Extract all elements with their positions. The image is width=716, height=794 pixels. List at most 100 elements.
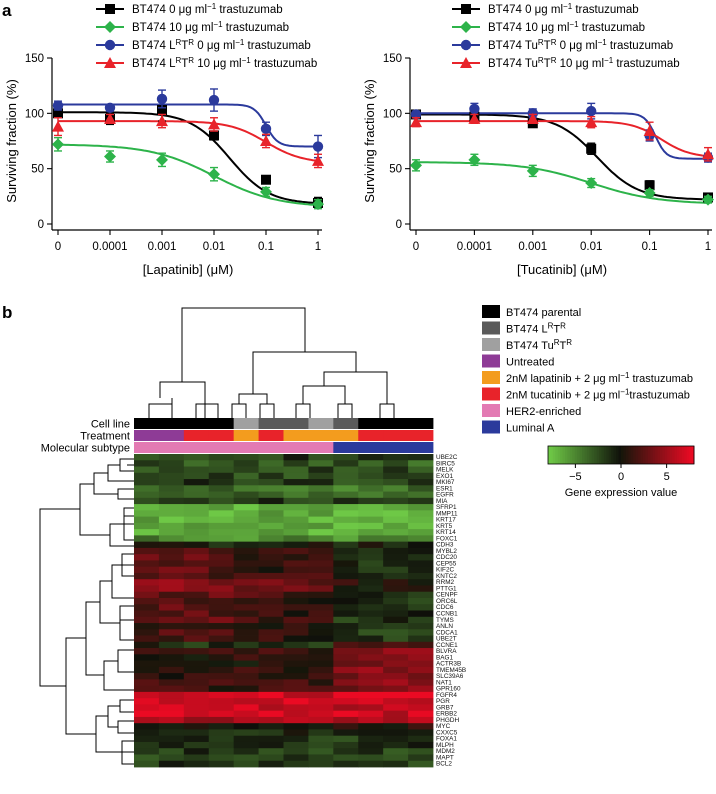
treatment-bar (333, 430, 359, 441)
heatmap-cell (183, 698, 210, 705)
x-axis-label: [Tucatinib] (μM) (517, 262, 607, 277)
heatmap-cell (308, 522, 334, 530)
y-axis-label: Surviving fraction (%) (362, 79, 377, 203)
heatmap-cell (158, 504, 185, 511)
heatmap-cell (183, 585, 210, 593)
x-tick-label: 0.001 (148, 241, 177, 253)
heatmap-cell (183, 497, 210, 505)
heatmap-cell (408, 497, 434, 505)
heatmap-cell (233, 616, 259, 624)
heatmap-cell (183, 485, 210, 492)
cell-line-bar (183, 418, 210, 429)
heatmap-cell (233, 510, 259, 517)
row-dendrogram-branch (111, 564, 134, 599)
column-dendrogram-branch (231, 403, 247, 418)
heatmap-cell (233, 635, 259, 643)
heatmap-cell (258, 704, 284, 712)
legend-swatch (482, 321, 500, 335)
heatmap-cell (358, 616, 384, 624)
heatmap-cell (383, 597, 409, 605)
gene-label: EXO1 (436, 473, 453, 480)
colorbar-segment (603, 446, 607, 464)
heatmap-cell (358, 541, 384, 549)
row-dendrogram-branch (109, 523, 134, 547)
heatmap-cell (258, 673, 284, 680)
colorbar-segment (565, 446, 568, 464)
gene-label: BIRC5 (436, 460, 455, 467)
heatmap-cell (283, 754, 309, 762)
cell-line-bar (158, 418, 185, 429)
heatmap-cell (383, 723, 409, 730)
annotation-label: Cell line (91, 419, 130, 431)
heatmap-cell (383, 716, 409, 724)
data-point (702, 148, 714, 160)
heatmap-cell (358, 741, 384, 749)
heatmap-cell (134, 648, 160, 655)
heatmap-cell (208, 604, 235, 611)
heatmap-cell (208, 673, 235, 680)
heatmap-cell (183, 529, 210, 536)
heatmap-cell (183, 472, 210, 480)
heatmap-cell (134, 635, 160, 643)
heatmap-cell (258, 516, 284, 524)
heatmap-cell (158, 704, 185, 712)
heatmap-cell (383, 572, 409, 580)
heatmap-cell (333, 529, 359, 536)
heatmap-cell (258, 491, 284, 499)
heatmap-cell (134, 723, 160, 730)
heatmap-cell (408, 554, 434, 561)
heatmap-cell (258, 522, 284, 530)
data-point (643, 187, 656, 200)
heatmap-cell (383, 566, 409, 574)
heatmap-cell (308, 735, 334, 743)
y-tick-label: 150 (25, 53, 44, 65)
heatmap-cell (258, 485, 284, 492)
colorbar-segment (618, 446, 622, 464)
heatmap-cell (333, 472, 359, 480)
heatmap-cell (283, 673, 309, 680)
heatmap-cell (134, 629, 160, 636)
cell-line-bar (283, 418, 309, 429)
heatmap-cell (333, 716, 359, 724)
heatmap-cell (308, 585, 334, 593)
treatment-bar (383, 430, 409, 441)
heatmap-cell (408, 529, 434, 536)
fit-curve (416, 120, 709, 158)
gene-label: MMP11 (436, 510, 458, 517)
heatmap-cell (308, 497, 334, 505)
column-dendrogram-branch (302, 385, 346, 404)
heatmap-cell (158, 579, 185, 586)
heatmap-cell (383, 685, 409, 693)
heatmap-cell (283, 748, 309, 755)
heatmap-cell (134, 679, 160, 687)
heatmap-cell (183, 691, 210, 699)
heatmap-cell (283, 585, 309, 593)
colorbar-segment (633, 446, 637, 464)
legend-label: BT474 TuRTR 0 μg ml−1 trastuzumab (488, 38, 673, 53)
fit-curve (58, 103, 318, 148)
column-dendrogram-branch (159, 381, 206, 398)
heatmap-cell (408, 572, 434, 580)
colorbar-segment (652, 446, 656, 464)
heatmap-cell (358, 491, 384, 499)
heatmap-cell (333, 691, 359, 699)
colorbar-segment (582, 446, 585, 464)
data-point (157, 105, 167, 116)
legend-label: Luminal A (506, 423, 555, 435)
heatmap-cell (283, 516, 309, 524)
gene-label: MELK (436, 467, 454, 474)
heatmap-cell (358, 454, 384, 461)
heatmap-cell (358, 504, 384, 511)
heatmap-cell (408, 741, 434, 749)
column-dendrogram-branch (259, 403, 275, 418)
heatmap-cell (208, 572, 235, 580)
annotation-label: Treatment (80, 431, 130, 443)
heatmap-cell (308, 504, 334, 511)
colorbar-segment (630, 446, 634, 464)
colorbar-segment (667, 446, 671, 464)
heatmap-cell (233, 597, 259, 605)
heatmap-cell (233, 529, 259, 536)
cell-line-bar (134, 418, 160, 429)
heatmap-cell (308, 454, 334, 461)
heatmap-cell (333, 760, 359, 768)
